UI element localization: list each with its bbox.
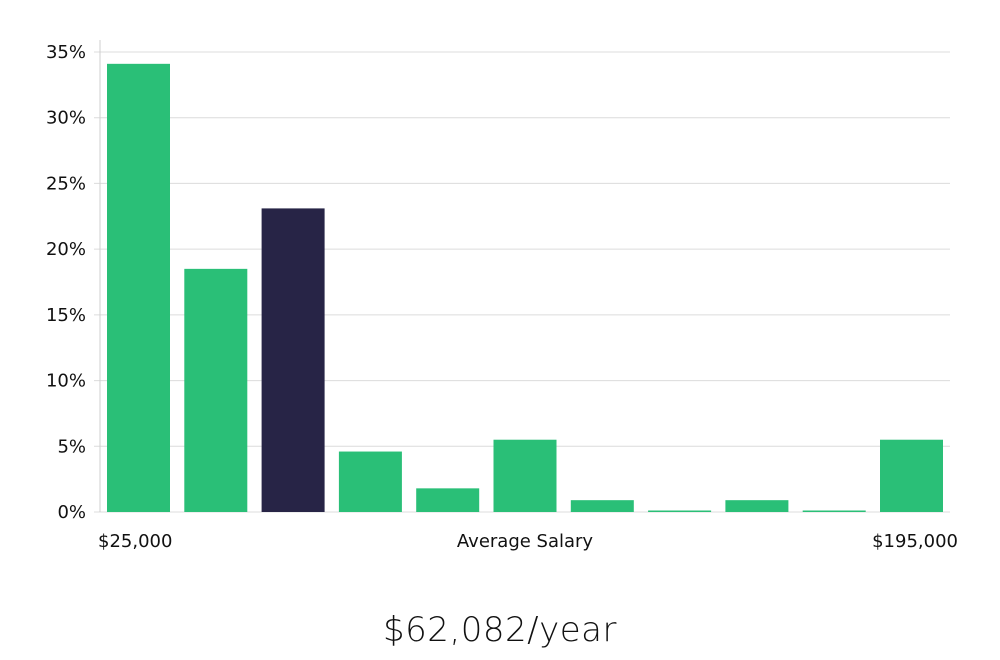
y-tick-label: 15%	[46, 305, 86, 326]
bar	[184, 268, 248, 512]
bar	[570, 500, 634, 512]
bar	[338, 451, 402, 512]
bar	[107, 63, 170, 512]
bars	[107, 63, 943, 512]
salary-histogram-chart: 0% 5% 10% 15% 20% 25% 30% 35% $25,000 Average S…	[46, 40, 958, 552]
bar	[725, 500, 789, 512]
y-tick-label: 20%	[46, 239, 86, 260]
x-axis-end-label: $195,000	[872, 531, 958, 552]
bar	[648, 510, 712, 512]
y-tick-label: 30%	[46, 108, 86, 129]
bar	[802, 510, 866, 512]
bar	[880, 439, 943, 512]
y-axis-ticks: 0% 5% 10% 15% 20% 25% 30% 35%	[46, 42, 86, 523]
x-axis-title: Average Salary	[457, 531, 594, 552]
bar	[493, 439, 557, 512]
bar-highlighted	[261, 208, 325, 512]
average-salary-value: $62,082/year	[383, 610, 617, 650]
y-tick-label: 10%	[46, 371, 86, 392]
y-tick-label: 35%	[46, 42, 86, 63]
y-tick-label: 25%	[46, 173, 86, 194]
y-tick-label: 0%	[57, 502, 86, 523]
x-axis-start-label: $25,000	[98, 531, 172, 552]
y-tick-label: 5%	[57, 436, 86, 457]
bar	[416, 488, 480, 512]
